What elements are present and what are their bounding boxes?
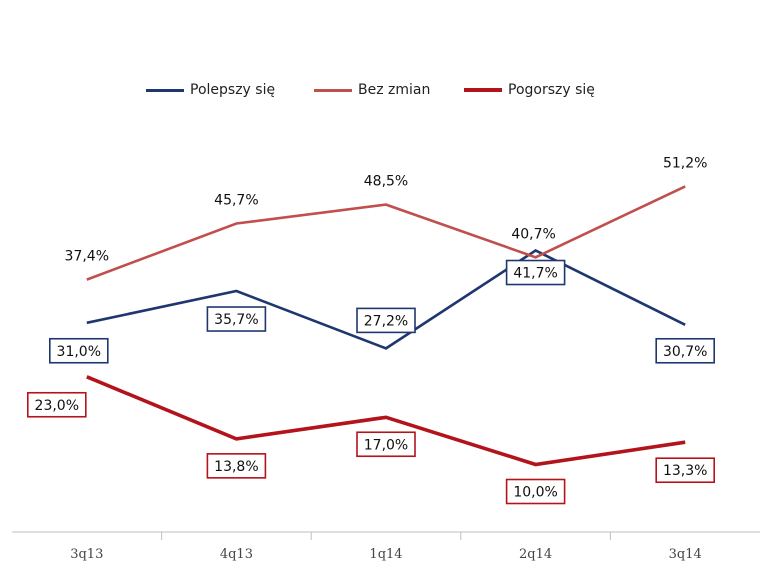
data-label-box-s3-4 <box>655 457 716 484</box>
data-label-s3-1: 13,8% <box>214 459 258 475</box>
data-label-box-s3-2 <box>356 431 416 458</box>
x-tick-label-1q14: 1q14 <box>369 547 402 562</box>
data-label-s3-4: 13,3% <box>663 463 707 479</box>
data-label-s1-3: 41,7% <box>513 266 557 282</box>
data-label-box-s3-3 <box>505 478 566 505</box>
data-label-s2-1: 45,7% <box>214 193 258 209</box>
data-label-box-s1-1 <box>206 306 267 332</box>
data-label-s2-0: 37,4% <box>65 249 109 265</box>
data-label-s2-2: 48,5% <box>364 174 408 190</box>
legend-label-bez-zmian: Bez zmian <box>358 82 431 98</box>
data-label-s1-4: 30,7% <box>663 344 707 360</box>
series-line-3 <box>86 375 686 467</box>
legend-swatch-polepszy <box>146 88 184 92</box>
data-label-box-s1-0 <box>48 337 109 364</box>
legend-item-pogorszy: Pogorszy się <box>464 80 595 100</box>
x-tick-label-3q14: 3q14 <box>669 547 702 562</box>
legend: Polepszy się Bez zmian Pogorszy się <box>0 80 778 100</box>
legend-item-bez-zmian: Bez zmian <box>314 80 430 100</box>
legend-swatch-bez-zmian <box>314 88 352 92</box>
x-tick-label-4q13: 4q13 <box>220 547 253 562</box>
x-tick-label-3q13: 3q13 <box>70 547 103 562</box>
data-label-box-s1-2 <box>356 307 416 334</box>
data-label-s1-0: 31,0% <box>57 344 101 360</box>
data-label-box-s1-4 <box>655 337 716 364</box>
data-label-s1-2: 27,2% <box>364 313 408 329</box>
data-label-s1-1: 35,7% <box>214 312 258 328</box>
legend-label-pogorszy: Pogorszy się <box>508 82 595 98</box>
series-line-1 <box>86 249 686 350</box>
legend-item-polepszy: Polepszy się <box>146 80 275 100</box>
data-label-box-s3-0 <box>26 391 87 418</box>
data-label-s3-0: 23,0% <box>35 398 79 414</box>
data-label-s3-2: 17,0% <box>364 437 408 453</box>
data-label-s2-4: 51,2% <box>663 155 707 171</box>
data-label-box-s3-1 <box>206 453 267 479</box>
legend-swatch-pogorszy <box>464 88 502 92</box>
x-tick-label-2q14: 2q14 <box>519 547 552 562</box>
series-line-2 <box>86 185 686 281</box>
data-label-box-s1-3 <box>505 259 566 286</box>
data-label-s3-3: 10,0% <box>513 485 557 501</box>
data-label-s2-3: 40,7% <box>511 226 555 242</box>
legend-label-polepszy: Polepszy się <box>190 82 276 98</box>
